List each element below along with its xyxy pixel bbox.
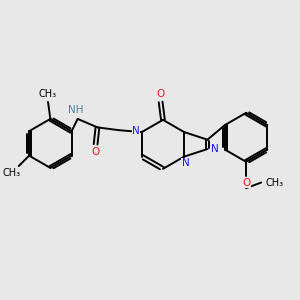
Text: O: O [92, 147, 100, 157]
Text: CH₃: CH₃ [39, 89, 57, 99]
Text: O: O [157, 89, 165, 99]
Text: N: N [211, 144, 218, 154]
Text: CH₃: CH₃ [2, 168, 20, 178]
Text: NH: NH [68, 105, 83, 116]
Text: O: O [242, 178, 250, 188]
Text: CH₃: CH₃ [266, 178, 284, 188]
Text: N: N [132, 126, 140, 136]
Text: N: N [182, 158, 190, 168]
